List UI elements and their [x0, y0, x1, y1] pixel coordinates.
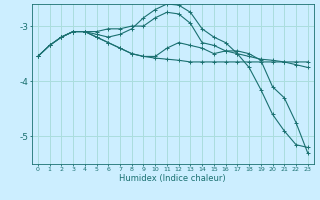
X-axis label: Humidex (Indice chaleur): Humidex (Indice chaleur) [119, 174, 226, 183]
